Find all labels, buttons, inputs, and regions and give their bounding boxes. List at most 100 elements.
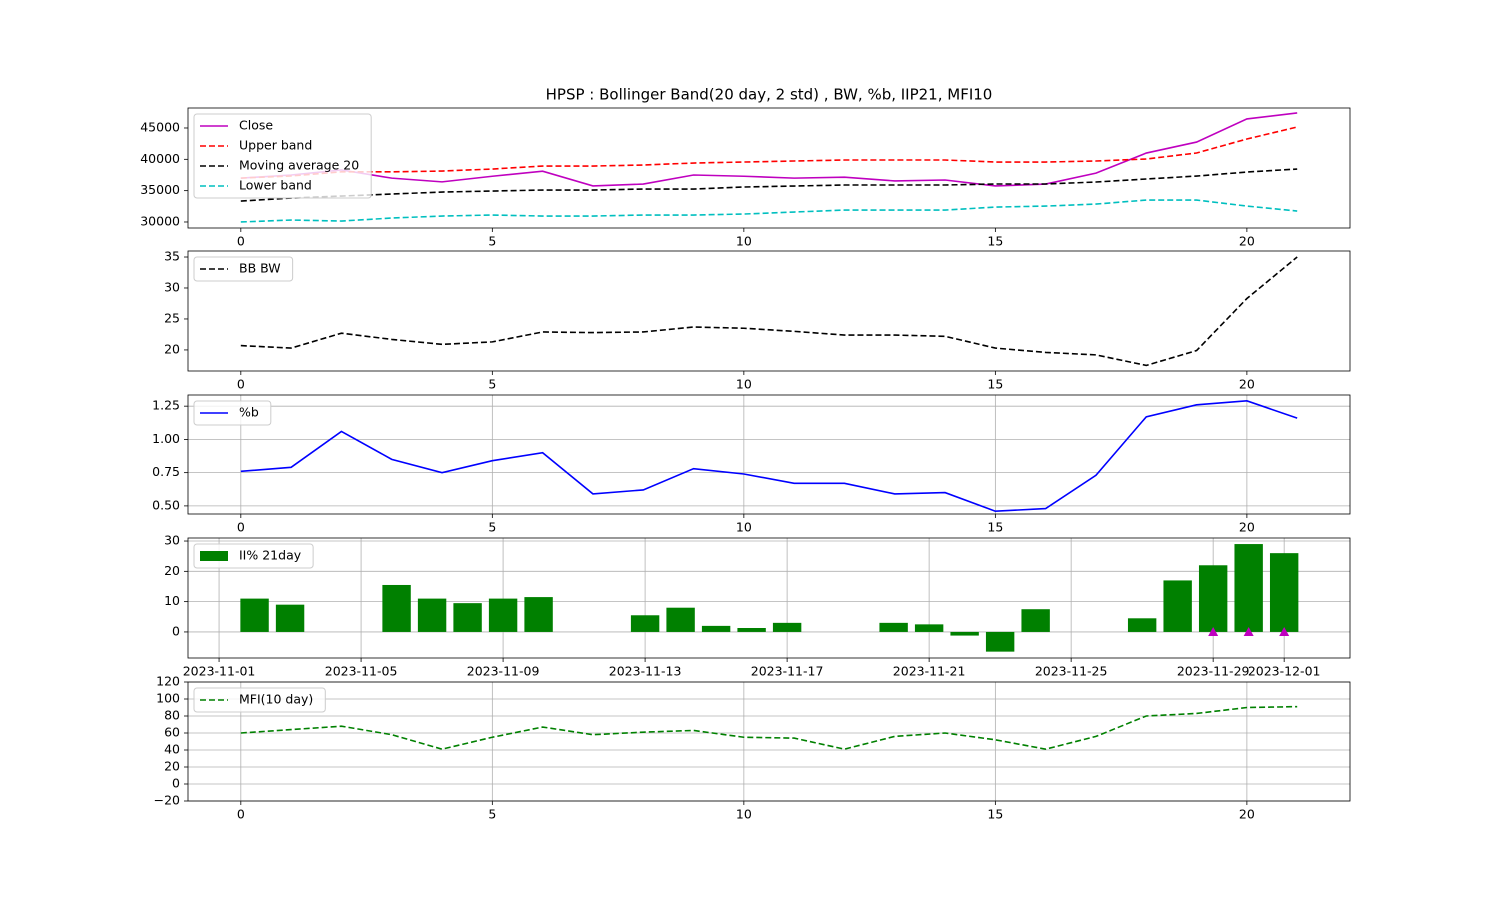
legend-box (193, 687, 326, 713)
bar (240, 598, 269, 632)
marker (1243, 626, 1254, 636)
legend-label: Moving average 20 (239, 158, 359, 173)
legend-label: Close (239, 118, 273, 133)
bar (453, 603, 482, 632)
x-tick-label: 10 (736, 234, 752, 249)
legend: MFI(10 day) (193, 687, 326, 713)
legend: II% 21day (193, 543, 314, 569)
y-tick-label: 40000 (140, 151, 180, 166)
y-tick-label: 30000 (140, 213, 180, 228)
axes-frame (187, 394, 1351, 515)
x-tick-label: 15 (987, 377, 1003, 392)
y-tick-label: 100 (156, 691, 180, 706)
y-tick-label: 120 (156, 674, 180, 689)
bar (666, 607, 695, 632)
bar (1198, 565, 1228, 632)
y-tick-label: −20 (154, 793, 180, 808)
legend-label: Upper band (239, 138, 312, 153)
x-tick-label: 5 (488, 377, 496, 392)
series-line (240, 112, 1298, 187)
axes-frame (187, 681, 1351, 802)
axes-frame (187, 250, 1351, 372)
y-tick-label: 60 (164, 725, 180, 740)
legend: Close Upper band Moving average 20 Lower ba… (193, 113, 372, 199)
legend-label: Lower band (239, 178, 312, 193)
x-tick-label: 15 (987, 520, 1003, 535)
y-tick-label: 0 (172, 623, 180, 638)
legend-label: %b (239, 405, 259, 420)
axes-frame (187, 107, 1351, 229)
plot-area (240, 256, 1298, 367)
x-tick-label: 10 (736, 377, 752, 392)
bar (488, 598, 518, 632)
y-tick-label: 35000 (140, 182, 180, 197)
y-tick-label: 20 (164, 759, 180, 774)
x-tick-label: 2023-11-05 (325, 664, 398, 679)
marker (1208, 626, 1219, 636)
y-tick-label: 80 (164, 708, 180, 723)
chart-title: HPSP : Bollinger Band(20 day, 2 std) , B… (546, 86, 993, 104)
y-tick-label: 0.50 (152, 497, 180, 512)
x-tick-label: 0 (237, 377, 245, 392)
series-line (240, 400, 1298, 513)
y-tick-label: 20 (164, 341, 180, 356)
legend-label: BB BW (239, 261, 281, 276)
x-tick-label: 5 (488, 520, 496, 535)
bar (1269, 553, 1299, 632)
bar (914, 624, 944, 632)
legend-box (193, 543, 314, 569)
y-tick-label: 20 (164, 563, 180, 578)
series-line (240, 126, 1298, 179)
x-tick-label: 20 (1239, 377, 1255, 392)
series-line (240, 256, 1298, 367)
x-tick-label: 2023-11-09 (467, 664, 540, 679)
y-tick-label: 30 (164, 279, 180, 294)
legend-box (193, 400, 272, 426)
legend-swatch (200, 551, 228, 561)
bar (879, 622, 908, 632)
bar (1127, 618, 1157, 632)
y-tick-label: 40 (164, 742, 180, 757)
legend-label: MFI(10 day) (239, 692, 313, 707)
legend-box (193, 256, 294, 282)
y-tick-label: 10 (164, 593, 180, 608)
bar (524, 597, 553, 632)
y-tick-label: 1.25 (152, 398, 180, 413)
plot-area (240, 112, 1298, 223)
x-tick-label: 2023-11-29 (1177, 664, 1250, 679)
y-tick-label: 35 (164, 249, 180, 264)
plot-area (240, 544, 1299, 652)
plot-area (240, 705, 1298, 750)
y-tick-label: 30 (164, 533, 180, 548)
x-tick-label: 5 (488, 234, 496, 249)
x-tick-label: 0 (237, 520, 245, 535)
bar (737, 628, 766, 632)
plot-area (240, 400, 1298, 513)
legend-box (193, 113, 372, 199)
y-tick-label: 25 (164, 310, 180, 325)
x-tick-label: 0 (237, 234, 245, 249)
x-tick-label: 10 (736, 520, 752, 535)
y-tick-label: 0.75 (152, 464, 180, 479)
x-tick-label: 0 (237, 807, 245, 822)
legend: BB BW (193, 256, 294, 282)
x-tick-label: 15 (987, 234, 1003, 249)
x-tick-label: 2023-11-13 (609, 664, 682, 679)
x-tick-label: 2023-11-01 (183, 664, 256, 679)
bar (1234, 544, 1263, 632)
x-tick-label: 20 (1239, 807, 1255, 822)
marker (1279, 626, 1290, 636)
bar (701, 625, 731, 632)
x-tick-label: 2023-11-25 (1035, 664, 1108, 679)
x-tick-label: 15 (987, 807, 1003, 822)
series-line (240, 705, 1298, 750)
axes-frame (187, 537, 1351, 659)
x-tick-label: 5 (488, 807, 496, 822)
y-tick-label: 0 (172, 776, 180, 791)
bar (382, 584, 411, 632)
series-line (240, 168, 1298, 202)
bar (772, 622, 802, 632)
bar (950, 631, 979, 636)
x-tick-label: 2023-12-01 (1248, 664, 1321, 679)
